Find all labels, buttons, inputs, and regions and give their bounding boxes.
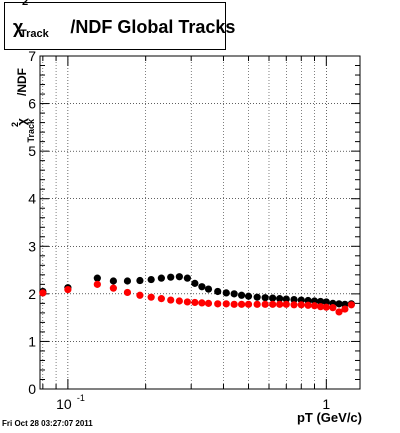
x-tick-label-exponent: -1: [77, 393, 85, 403]
data-point: [304, 301, 312, 309]
data-point: [191, 298, 199, 307]
data-point: [310, 302, 319, 310]
y-tick-label: 2: [28, 286, 36, 302]
title-superscript: 2: [22, 0, 29, 8]
data-point: [253, 300, 261, 308]
data-point: [322, 303, 330, 311]
data-point: [269, 294, 277, 302]
data-point: [244, 300, 253, 308]
data-point: [214, 287, 222, 296]
svg-text:/NDF: /NDF: [15, 68, 29, 96]
data-point: [198, 283, 206, 291]
data-point: [297, 301, 305, 309]
data-point: [214, 300, 222, 308]
series-1: [39, 280, 355, 316]
data-point: [290, 295, 298, 304]
data-point: [335, 308, 343, 316]
y-axis-label: /NDF: [15, 68, 29, 96]
data-point: [167, 296, 175, 304]
y-tick-label: 3: [28, 238, 36, 254]
data-point: [261, 300, 269, 308]
data-point: [93, 274, 101, 282]
data-point: [282, 295, 290, 303]
data-point: [253, 293, 261, 301]
data-point: [230, 290, 238, 298]
x-tick-labels: 10 -1 1: [56, 393, 330, 412]
y-tick-label: 6: [28, 96, 36, 112]
y-tick-label: 7: [28, 48, 36, 64]
data-point: [183, 274, 191, 282]
data-point: [204, 285, 213, 293]
data-point: [347, 301, 355, 309]
y-axis-label-sup: 2: [10, 122, 20, 127]
data-point: [93, 280, 101, 288]
title-chi: χ: [13, 17, 24, 37]
data-point: [204, 299, 213, 307]
data-point: [175, 273, 183, 281]
plot-background: [40, 56, 360, 389]
data-point: [64, 285, 72, 294]
data-point: [276, 295, 284, 303]
data-point: [167, 273, 175, 281]
chart-title: χ 2 Track /NDF Global Tracks: [13, 0, 236, 47]
y-tick-label: 4: [28, 191, 36, 207]
y-axis-label-symbol: χ 2 Track: [10, 117, 36, 142]
y-axis-label-sub: Track: [26, 118, 36, 143]
y-tick-label: 1: [28, 333, 36, 349]
data-point: [316, 297, 325, 306]
data-point: [123, 288, 132, 297]
axis-ticks: [40, 55, 360, 390]
y-tick-label: 0: [28, 381, 36, 397]
data-point: [276, 300, 284, 308]
data-point: [147, 275, 155, 284]
title-subscript: Track: [20, 28, 49, 40]
plot-frame: [39, 55, 361, 390]
data-point: [237, 300, 246, 308]
data-point: [136, 276, 144, 285]
data-point: [335, 300, 343, 308]
y-tick-labels: 0 1 2 3 4 5 6 7: [28, 48, 36, 397]
data-point: [290, 301, 298, 309]
x-axis-label: pT (GeV/c): [297, 410, 362, 425]
y-tick-label: 5: [28, 143, 36, 159]
x-tick-label: 1: [322, 396, 330, 412]
data-point: [282, 300, 290, 308]
y-axis-label-rest: /NDF: [15, 68, 29, 96]
data-point: [269, 300, 277, 308]
series-layer: [39, 273, 355, 316]
y-axis-label-chi: χ: [14, 117, 29, 125]
data-point: [175, 297, 183, 305]
data-point: [157, 274, 165, 282]
data-point: [109, 284, 117, 292]
data-point: [157, 295, 165, 303]
data-point: [191, 279, 199, 287]
chart-title-box: χ 2 Track /NDF Global Tracks: [4, 0, 235, 50]
data-point: [230, 300, 238, 308]
svg-text:Track: Track: [26, 118, 36, 143]
data-point: [261, 294, 269, 302]
timestamp-footer: Fri Oct 28 03:27:07 2011: [2, 419, 93, 428]
data-point: [39, 289, 47, 297]
data-point: [316, 303, 325, 311]
series-0: [39, 273, 355, 308]
data-point: [147, 293, 155, 301]
data-point: [244, 292, 253, 300]
svg-text:χ: χ: [14, 117, 29, 125]
data-point: [109, 277, 117, 285]
data-point: [222, 289, 230, 297]
data-point: [222, 300, 230, 308]
x-tick-label: 10: [56, 396, 72, 412]
data-point: [183, 298, 191, 306]
data-point: [322, 298, 330, 306]
data-point: [123, 277, 132, 285]
data-point: [136, 291, 144, 299]
data-point: [329, 304, 337, 312]
svg-text:2: 2: [10, 122, 20, 127]
data-point: [198, 299, 206, 307]
data-point: [237, 291, 246, 299]
data-point: [341, 305, 349, 313]
title-rest: /NDF Global Tracks: [70, 17, 236, 37]
